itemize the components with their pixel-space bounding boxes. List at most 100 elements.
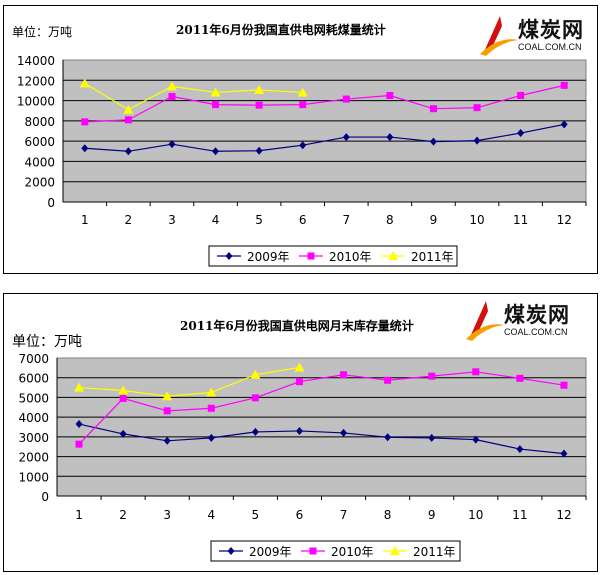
data-point xyxy=(295,426,303,435)
data-point xyxy=(212,147,220,156)
legend xyxy=(208,245,458,267)
x-tick-label: 4 xyxy=(212,213,220,227)
data-point xyxy=(560,381,568,389)
data-point xyxy=(299,101,307,109)
data-point xyxy=(473,136,481,145)
data-point xyxy=(428,372,436,380)
data-point xyxy=(168,93,176,101)
legend-label: 2009年 xyxy=(247,250,290,264)
y-tick-label: 7000 xyxy=(18,352,49,366)
data-point xyxy=(81,118,89,126)
coal-logo: 煤炭网 COAL.COM.CN xyxy=(478,14,602,58)
coal-logo: 煤炭网 COAL.COM.CN xyxy=(464,299,594,343)
data-point xyxy=(255,101,263,109)
series-line xyxy=(78,423,565,455)
y-tick-label: 6000 xyxy=(18,372,49,386)
legend xyxy=(210,540,461,562)
unit-label: 单位：万吨 xyxy=(12,25,73,39)
legend-label: 2009年 xyxy=(249,545,292,559)
data-point xyxy=(250,369,261,379)
x-tick-label: 12 xyxy=(557,213,572,227)
y-tick-label: 5000 xyxy=(18,391,49,405)
data-point xyxy=(255,146,263,155)
y-tick-label: 0 xyxy=(41,490,49,504)
x-tick-label: 6 xyxy=(296,508,304,522)
data-point xyxy=(75,420,83,429)
data-point xyxy=(517,129,525,138)
x-tick-label: 3 xyxy=(163,508,171,522)
chart-title: 2011年6月份我国直供电网耗煤量统计 xyxy=(176,23,386,37)
series-line xyxy=(84,123,565,152)
chart-title: 2011年6月份我国直供电网月末库存量统计 xyxy=(180,319,414,333)
data-point xyxy=(75,440,83,448)
x-tick-label: 5 xyxy=(255,213,263,227)
legend-marker xyxy=(390,546,400,555)
data-point xyxy=(299,141,307,150)
legend-marker xyxy=(225,252,233,260)
data-point xyxy=(472,435,480,444)
x-tick-label: 9 xyxy=(428,508,436,522)
legend-label: 2010年 xyxy=(331,545,374,559)
x-tick-label: 1 xyxy=(75,508,83,522)
data-point xyxy=(163,407,171,415)
x-tick-label: 10 xyxy=(468,508,483,522)
data-point xyxy=(254,84,265,94)
data-point xyxy=(517,92,525,99)
data-point xyxy=(340,371,348,379)
data-point xyxy=(429,105,437,113)
data-point xyxy=(210,87,221,97)
y-tick-label: 4000 xyxy=(18,411,49,425)
x-tick-label: 8 xyxy=(386,213,394,227)
legend-label: 2011年 xyxy=(411,250,454,264)
legend-marker xyxy=(309,547,317,555)
x-tick-label: 9 xyxy=(430,213,438,227)
y-tick-label: 14000 xyxy=(17,54,55,68)
data-point xyxy=(162,391,173,401)
data-point xyxy=(560,449,568,458)
data-point xyxy=(124,116,132,124)
data-point xyxy=(294,362,305,372)
series-line xyxy=(84,82,303,111)
legend-label: 2010年 xyxy=(329,250,372,264)
x-tick-label: 12 xyxy=(556,508,571,522)
data-point xyxy=(79,78,90,88)
x-tick-label: 3 xyxy=(168,213,176,227)
coal-stock-chart-panel: 0 1000 2000 3000 4000 5000 6000 7000 1 2 3 4 5 6 7 8 9 10… xyxy=(3,293,598,572)
y-tick-label: 2000 xyxy=(18,451,49,465)
x-tick-label: 10 xyxy=(469,213,484,227)
y-tick-label: 12000 xyxy=(17,74,55,88)
data-point xyxy=(119,394,127,402)
data-point xyxy=(118,385,129,395)
x-tick-label: 6 xyxy=(299,213,307,227)
data-point xyxy=(212,101,220,109)
data-point xyxy=(342,133,350,142)
data-point xyxy=(560,120,568,129)
data-point xyxy=(472,368,480,376)
data-point xyxy=(386,92,394,99)
logo-mark-icon xyxy=(480,16,518,56)
series-line xyxy=(78,371,565,445)
y-tick-label: 10000 xyxy=(17,95,55,109)
data-point xyxy=(429,137,437,146)
y-tick-label: 0 xyxy=(47,196,55,210)
x-tick-label: 2 xyxy=(119,508,127,522)
x-tick-label: 2 xyxy=(125,213,133,227)
series-line xyxy=(79,366,300,397)
data-point xyxy=(297,87,308,97)
data-point xyxy=(207,404,215,412)
y-tick-label: 2000 xyxy=(24,176,55,190)
unit-label: 单位：万吨 xyxy=(12,334,82,350)
coal-consumption-chart-panel: 0 2000 4000 6000 8000 10000 12000 14000 1 2 3 4 5 6 7 8… xyxy=(3,5,598,274)
data-point xyxy=(123,104,134,114)
x-tick-label: 11 xyxy=(513,213,528,227)
y-tick-label: 3000 xyxy=(18,431,49,445)
data-point xyxy=(560,81,568,89)
data-point xyxy=(384,376,392,384)
data-point xyxy=(516,445,524,454)
legend-marker xyxy=(227,547,235,555)
y-tick-label: 1000 xyxy=(18,470,49,484)
data-point xyxy=(74,382,85,392)
data-point xyxy=(473,104,481,112)
